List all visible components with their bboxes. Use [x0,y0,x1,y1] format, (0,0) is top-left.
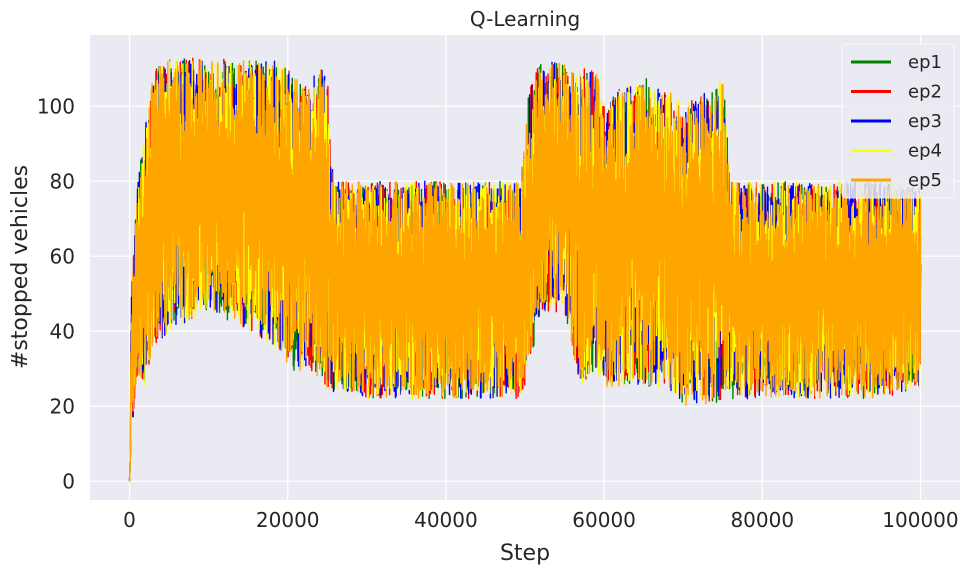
legend-box [841,43,955,199]
y-tick-label: 100 [37,94,75,118]
legend-label-ep5: ep5 [908,170,942,191]
x-tick-label: 0 [123,508,136,532]
x-tick-label: 20000 [256,508,320,532]
legend-label-ep4: ep4 [908,141,942,162]
legend-label-ep2: ep2 [908,82,942,103]
x-axis-ticks: 0 20000 40000 60000 80000 100000 [123,508,958,532]
y-tick-label: 0 [62,469,75,493]
series-line-ep5 [128,59,922,482]
chart-title: Q-Learning [470,7,580,31]
x-tick-label: 40000 [414,508,478,532]
y-tick-label: 40 [50,319,75,343]
series-layer [128,57,922,482]
y-axis-label: #stopped vehicles [8,165,33,369]
legend-label-ep3: ep3 [908,111,942,132]
y-axis-ticks: 0 20 40 60 80 100 [37,94,75,493]
y-tick-label: 80 [50,169,75,193]
x-tick-label: 80000 [730,508,794,532]
x-tick-label: 100000 [882,508,958,532]
y-tick-label: 20 [50,394,75,418]
x-tick-label: 60000 [572,508,636,532]
legend: ep1 ep2 ep3 ep4 ep5 [841,43,955,199]
legend-label-ep1: ep1 [908,52,942,73]
y-tick-label: 60 [50,244,75,268]
x-axis-label: Step [500,541,550,566]
